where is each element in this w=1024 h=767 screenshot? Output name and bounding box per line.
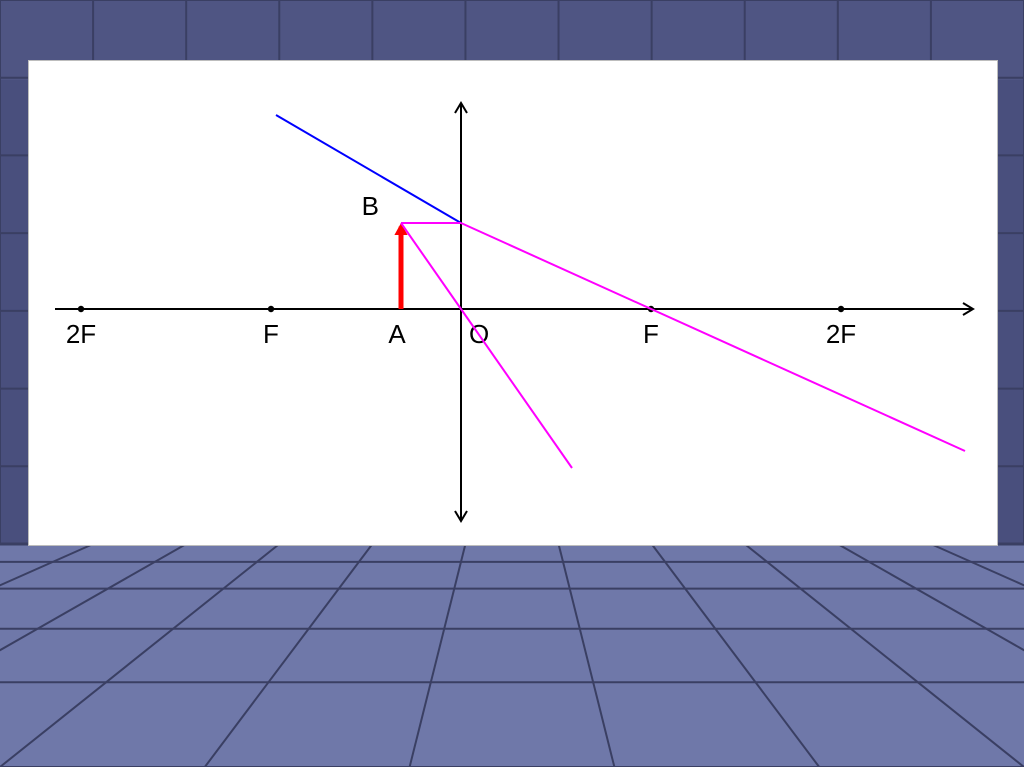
ray-center-out xyxy=(461,309,572,468)
lens-ray-diagram: 2FFF2FOAB xyxy=(29,61,997,545)
stage: 2FFF2FOAB xyxy=(0,0,1024,767)
svg-text:A: A xyxy=(388,319,406,349)
svg-text:2F: 2F xyxy=(826,319,856,349)
svg-text:B: B xyxy=(362,191,379,221)
ray-center-in xyxy=(401,223,461,309)
diagram-panel: 2FFF2FOAB xyxy=(28,60,998,546)
svg-text:F: F xyxy=(643,319,659,349)
svg-text:F: F xyxy=(263,319,279,349)
svg-text:2F: 2F xyxy=(66,319,96,349)
